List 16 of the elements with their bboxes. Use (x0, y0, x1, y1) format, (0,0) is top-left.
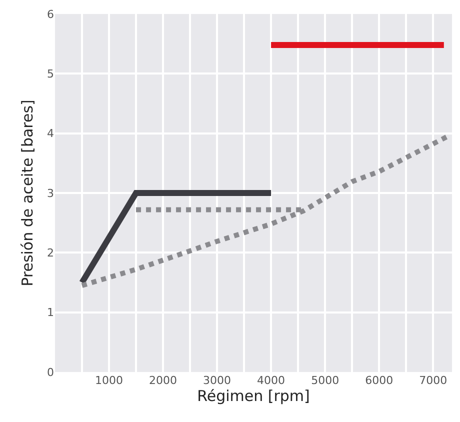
y-tick-label: 2 (47, 246, 54, 260)
x-tick-label: 5000 (311, 374, 340, 387)
x-tick-label: 1000 (95, 374, 124, 387)
y-tick-label: 0 (47, 366, 54, 379)
x-tick-label: 7000 (419, 374, 448, 387)
y-axis-title: Presión de aceite [bares] (18, 100, 36, 286)
y-tick-label: 3 (47, 186, 54, 200)
x-tick-label: 3000 (203, 374, 232, 387)
y-tick-label: 6 (47, 8, 54, 21)
x-tick-label: 2000 (149, 374, 178, 387)
x-tick-label: 6000 (365, 374, 394, 387)
y-tick-label: 5 (47, 68, 54, 81)
x-tick-label: 4000 (257, 374, 286, 387)
x-axis-title: Régimen [rpm] (197, 387, 310, 405)
y-tick-label: 4 (47, 127, 54, 140)
y-tick-label: 1 (47, 306, 54, 320)
